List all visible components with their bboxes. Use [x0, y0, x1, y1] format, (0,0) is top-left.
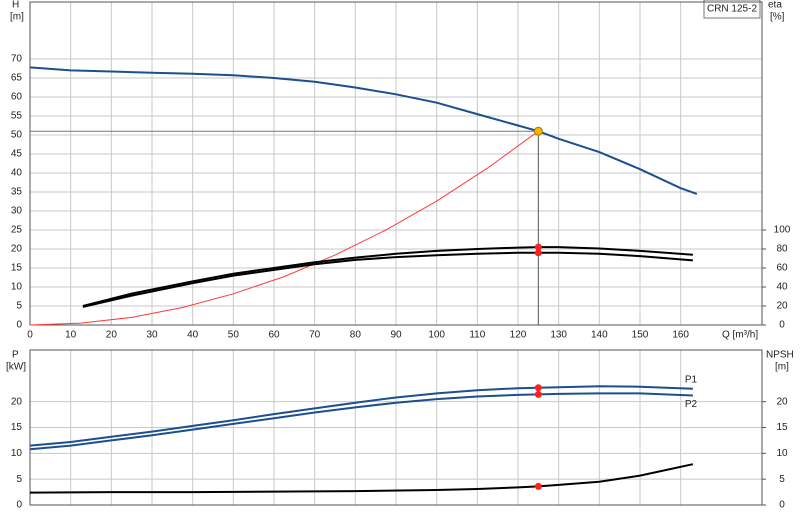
series-line: [82, 251, 693, 308]
marker: [534, 482, 542, 490]
x-tick-label: 70: [309, 330, 321, 341]
y-tick-label: 70: [11, 54, 23, 65]
y-tick-label: 0: [16, 320, 22, 331]
series-line: [29, 385, 693, 447]
y-tick-label: 55: [11, 111, 23, 122]
x-tick-label: 50: [228, 330, 240, 341]
series-line: [29, 130, 539, 326]
x-tick-label: 10: [65, 330, 77, 341]
x-tick-label: 40: [187, 330, 199, 341]
marker: [534, 390, 542, 398]
y2-tick-label: 15: [776, 422, 788, 433]
series-line: [29, 392, 693, 451]
y-tick-label: 15: [11, 422, 23, 433]
x-tick-label: 150: [632, 330, 649, 341]
y-label: H: [12, 0, 19, 11]
y2-tick-label: 0: [779, 320, 785, 331]
y-tick-label: 10: [11, 282, 23, 293]
y-tick-label: 15: [11, 263, 23, 274]
y-tick-label: 65: [11, 73, 23, 84]
series-line: [29, 463, 694, 494]
y-tick-label: 60: [11, 92, 23, 103]
plot-frame: [29, 1, 763, 326]
y-unit: [m]: [10, 12, 24, 23]
y-tick-label: 25: [11, 225, 23, 236]
x-tick-label: 100: [428, 330, 445, 341]
y-label: P: [12, 350, 19, 361]
y-tick-label: 35: [11, 187, 23, 198]
y2-label: NPSH: [766, 350, 794, 361]
chart-title: CRN 125-2: [707, 4, 757, 15]
y2-tick-label: 60: [776, 263, 788, 274]
x-tick-label: 90: [390, 330, 402, 341]
series-label: P2: [685, 399, 698, 410]
y2-tick-label: 20: [776, 301, 788, 312]
y-tick-label: 45: [11, 149, 23, 160]
x-tick-label: 110: [469, 330, 485, 341]
y2-tick-label: 5: [779, 474, 785, 485]
y2-tick-label: 20: [776, 396, 788, 407]
y2-tick-label: 0: [779, 500, 785, 511]
plot-frame: [29, 349, 763, 506]
x-tick-label: 30: [146, 330, 158, 341]
operating-point: [533, 126, 543, 136]
x-tick-label: 160: [672, 330, 689, 341]
y-tick-label: 10: [11, 448, 23, 459]
y-tick-label: 50: [11, 130, 23, 141]
title-box: [703, 0, 761, 19]
y2-label: eta: [768, 0, 782, 11]
y-tick-label: 30: [11, 206, 23, 217]
y2-tick-label: 80: [776, 244, 788, 255]
y-tick-label: 0: [16, 500, 22, 511]
series-line: [29, 66, 698, 195]
y2-tick-label: 10: [776, 448, 788, 459]
y-tick-label: 20: [11, 244, 23, 255]
x-tick-label: 140: [591, 330, 608, 341]
marker: [534, 249, 542, 257]
marker: [534, 243, 542, 251]
series-line: [82, 246, 693, 307]
y2-tick-label: 40: [776, 282, 788, 293]
y-unit: [kW]: [6, 362, 26, 373]
y-tick-label: 5: [16, 474, 22, 485]
y-tick-label: 40: [11, 168, 23, 179]
series-label: P1: [685, 374, 698, 385]
x-tick-label: 80: [350, 330, 362, 341]
x-tick-label: 120: [510, 330, 527, 341]
y2-unit: [%]: [770, 12, 785, 23]
y2-tick-label: 100: [774, 225, 791, 236]
y-tick-label: 5: [16, 301, 22, 312]
x-tick-label: 0: [27, 330, 33, 341]
x-tick-label: 130: [550, 330, 567, 341]
y2-unit: [m]: [775, 362, 789, 373]
y-tick-label: 20: [11, 396, 23, 407]
x-tick-label: 20: [106, 330, 118, 341]
marker: [534, 384, 542, 392]
x-tick-label: 60: [268, 330, 280, 341]
x-label: Q [m³/h]: [722, 330, 758, 341]
